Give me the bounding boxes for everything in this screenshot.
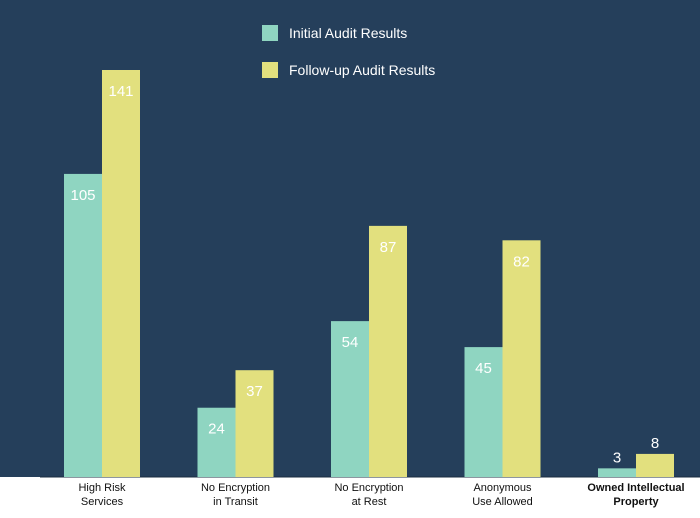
value-label-followup-4: 8 bbox=[651, 435, 659, 452]
category-label-line-use-allowed: Use Allowed bbox=[472, 496, 533, 508]
category-labels-group: High Risk Services No Encryption in Transit… bbox=[78, 482, 684, 508]
bars-group bbox=[64, 70, 674, 477]
value-label-initial-0: 105 bbox=[70, 187, 95, 204]
bar-initial-3 bbox=[464, 347, 503, 477]
category-label-line-in-transit: in Transit bbox=[213, 496, 258, 508]
value-label-followup-0: 141 bbox=[108, 83, 133, 100]
category-label-line-anonymous: Anonymous bbox=[473, 482, 532, 494]
value-labels-group: 105 141 24 37 54 87 45 82 3 8 bbox=[70, 83, 659, 466]
bar-initial-1 bbox=[197, 407, 236, 477]
value-label-followup-2: 87 bbox=[380, 239, 397, 256]
bar-followup-3 bbox=[502, 240, 541, 477]
legend: Initial Audit Results Follow-up Audit Re… bbox=[262, 25, 435, 78]
category-label-1: No Encryption in Transit bbox=[201, 482, 270, 508]
category-label-0: High Risk Services bbox=[78, 482, 126, 508]
category-label-line-high-risk: High Risk bbox=[78, 482, 126, 494]
bar-initial-4 bbox=[598, 468, 636, 477]
bar-initial-0 bbox=[64, 173, 102, 477]
legend-label-initial: Initial Audit Results bbox=[289, 25, 407, 41]
bar-followup-4 bbox=[636, 453, 674, 477]
bar-followup-2 bbox=[369, 225, 407, 477]
category-label-line-no-encryption: No Encryption bbox=[334, 482, 403, 494]
category-label-line-at-rest: at Rest bbox=[352, 496, 387, 508]
legend-label-followup: Follow-up Audit Results bbox=[289, 62, 435, 78]
category-band bbox=[0, 477, 700, 518]
category-label-line-no-encryption: No Encryption bbox=[201, 482, 270, 494]
category-label-4: Owned Intellectual Property bbox=[587, 482, 684, 508]
category-label-line-owned-intellectual: Owned Intellectual bbox=[587, 482, 684, 494]
value-label-initial-3: 45 bbox=[475, 360, 492, 377]
category-label-2: No Encryption at Rest bbox=[334, 482, 403, 508]
bar-initial-2 bbox=[331, 321, 369, 477]
category-label-line-services: Services bbox=[81, 496, 124, 508]
value-label-followup-1: 37 bbox=[246, 383, 263, 400]
bar-followup-0 bbox=[102, 70, 140, 477]
value-label-initial-4: 3 bbox=[613, 449, 621, 466]
category-label-3: Anonymous Use Allowed bbox=[472, 482, 533, 508]
bar-followup-1 bbox=[235, 370, 274, 477]
legend-swatch-followup bbox=[262, 62, 278, 78]
value-label-followup-3: 82 bbox=[513, 253, 530, 270]
value-label-initial-2: 54 bbox=[342, 334, 359, 351]
value-label-initial-1: 24 bbox=[208, 421, 225, 438]
legend-swatch-initial bbox=[262, 25, 278, 41]
category-label-line-property: Property bbox=[613, 496, 659, 508]
